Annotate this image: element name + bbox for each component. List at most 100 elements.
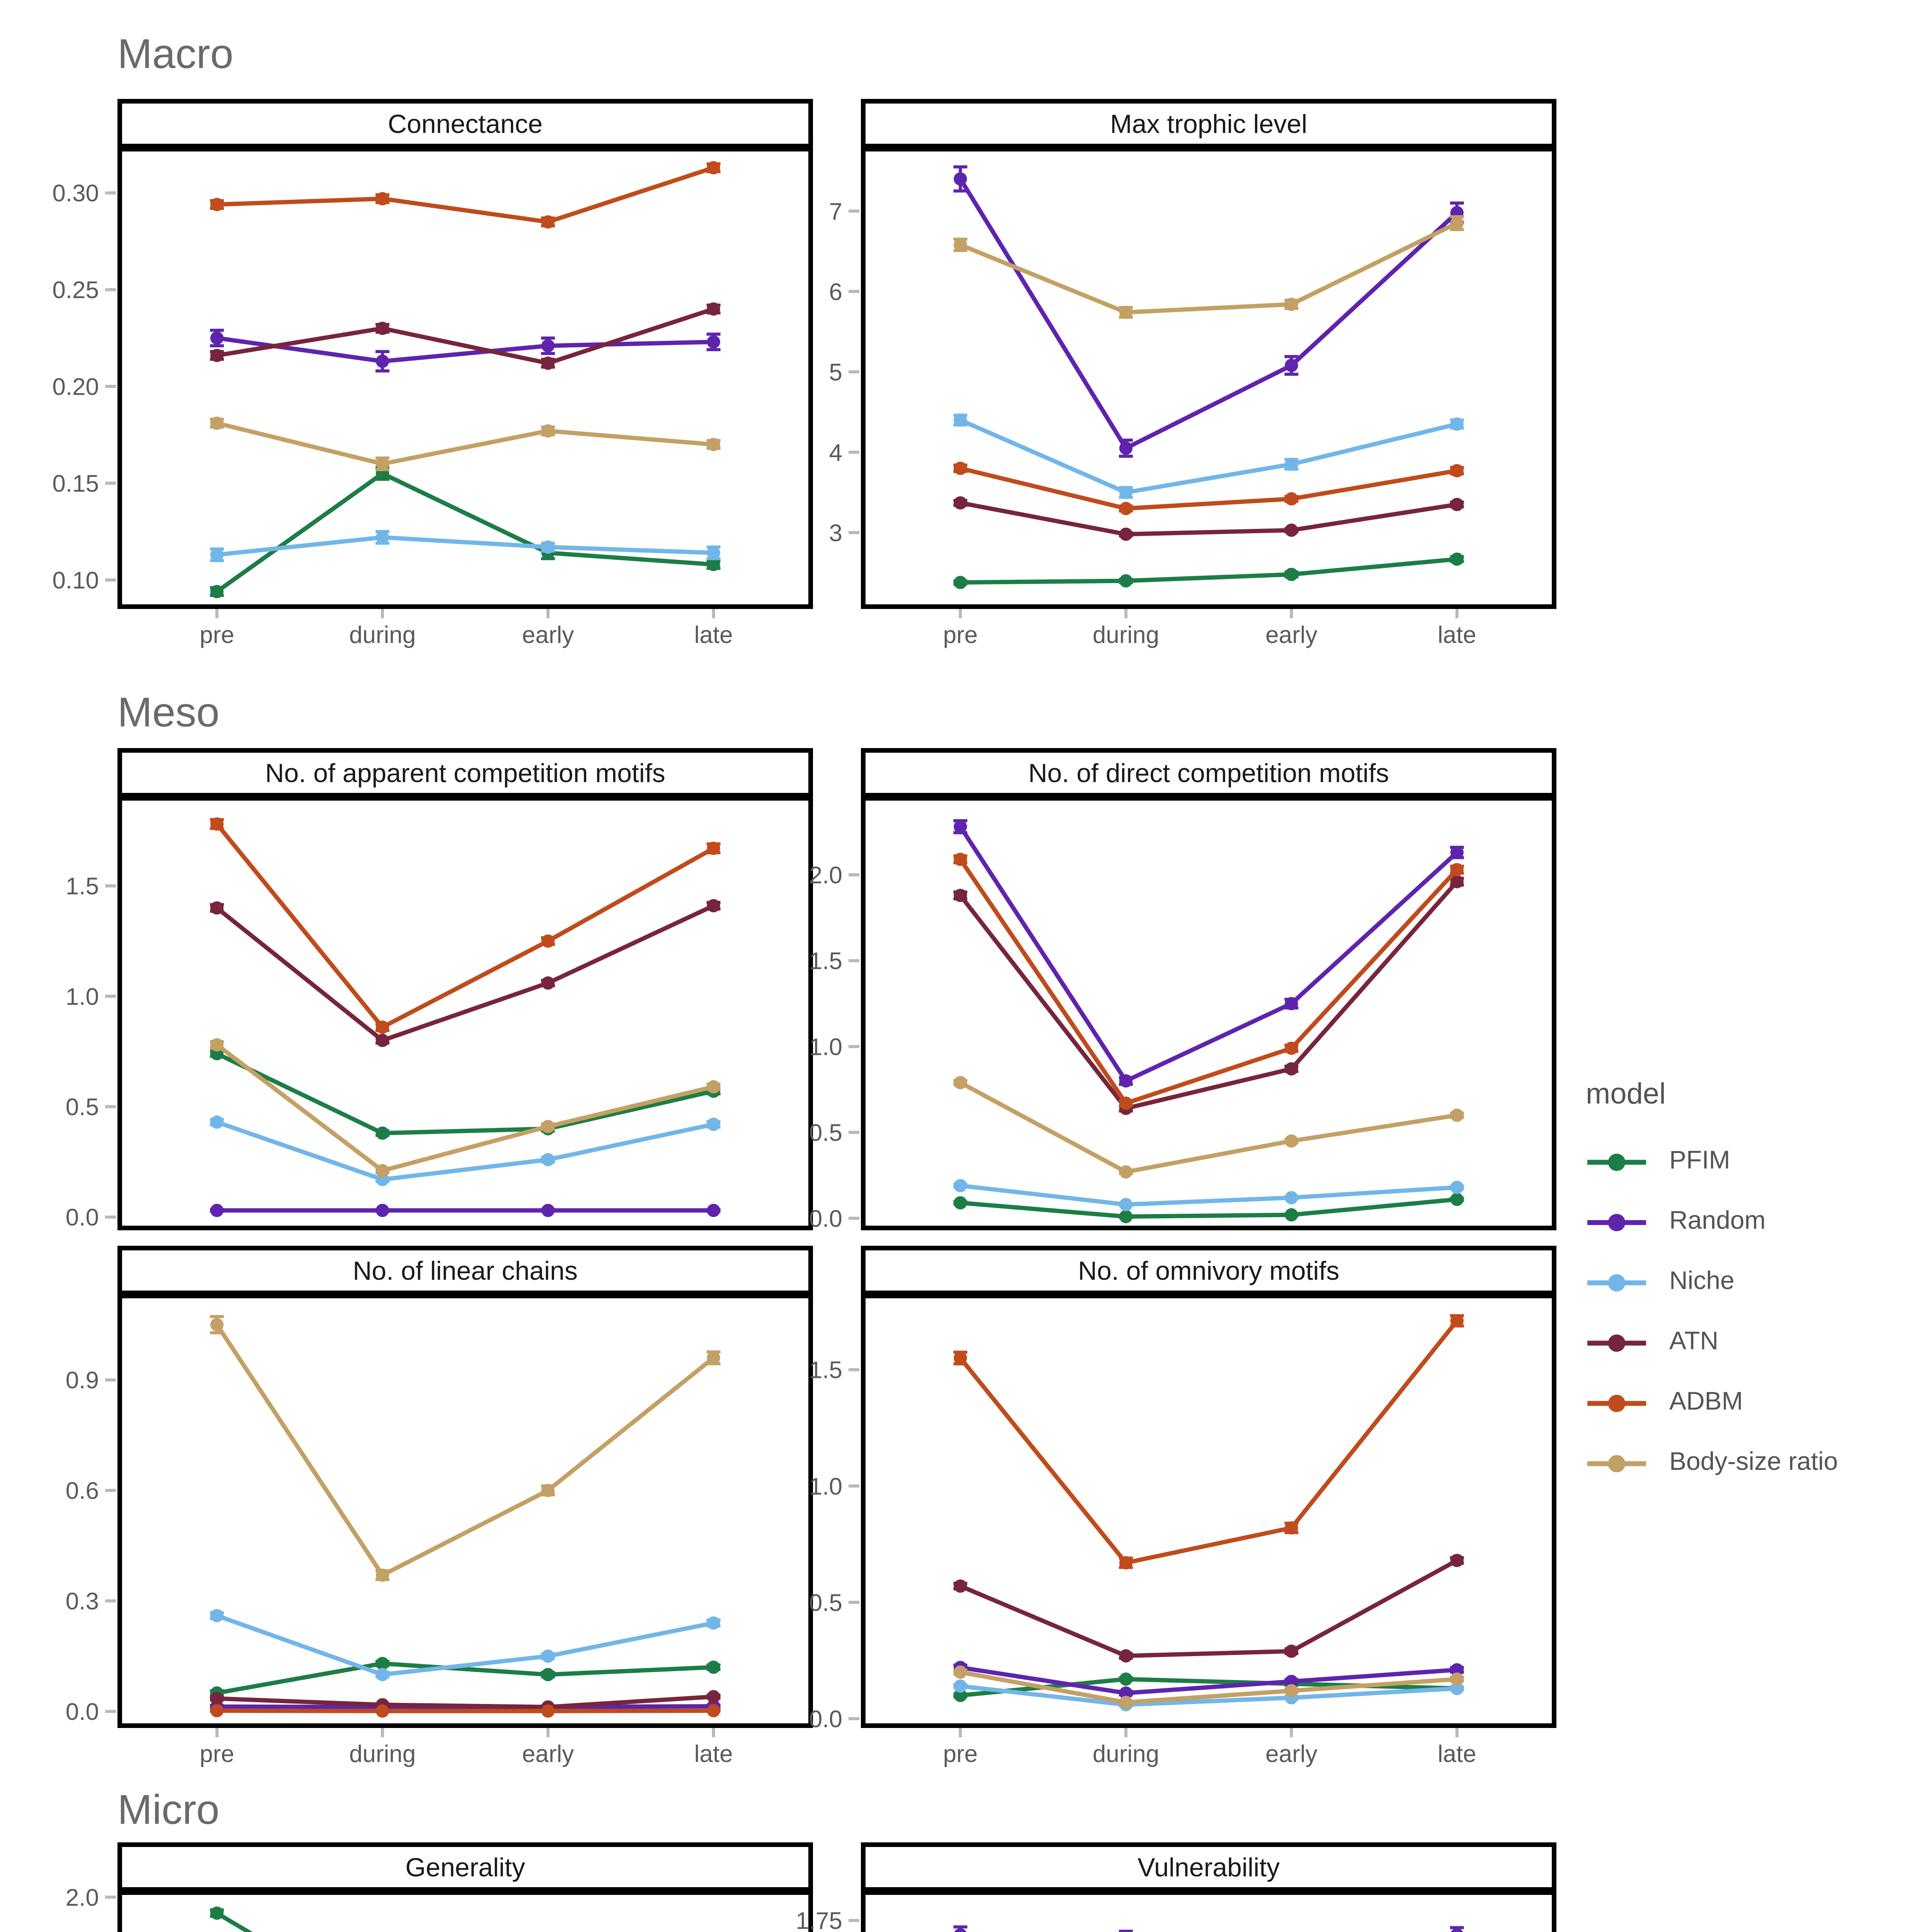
series-line-atn — [216, 307, 714, 366]
data-point — [541, 424, 555, 438]
data-point — [1285, 523, 1298, 537]
data-point — [1450, 552, 1464, 566]
data-point — [954, 889, 967, 902]
data-point — [1450, 1180, 1464, 1194]
macro-panel-row: Connectance 0.10 0.15 0.20 0.25 0.30 pre during… — [0, 99, 1932, 652]
data-point — [210, 198, 224, 211]
data-point — [954, 1196, 967, 1210]
series-line-body-size-ratio — [216, 421, 714, 466]
series-line-random — [958, 178, 1459, 451]
data-point — [1119, 502, 1133, 515]
panel-max-trophic-level: Max trophic level 3 4 5 6 7 pre during early late — [829, 99, 1556, 648]
data-point — [1285, 568, 1298, 581]
data-point — [210, 901, 224, 915]
data-point — [954, 1689, 967, 1702]
legend-item-random: Random — [1586, 1192, 1926, 1252]
data-point — [954, 1179, 967, 1192]
series-line-adbm — [215, 823, 715, 1030]
data-point — [707, 1117, 720, 1131]
y-tick-label: 0.0 — [66, 1204, 99, 1231]
data-point — [1450, 1672, 1464, 1686]
data-point — [210, 1609, 224, 1622]
legend-key-icon — [1587, 1273, 1646, 1291]
data-point — [541, 934, 555, 948]
data-point — [707, 1616, 720, 1630]
x-tick-label: early — [1265, 622, 1317, 648]
data-point — [376, 1126, 389, 1140]
series-line-pfim — [960, 557, 1458, 585]
data-point — [1450, 1663, 1464, 1677]
series-line-niche — [959, 418, 1458, 495]
panel-linear-chains: No. of linear chains 0.0 0.3 0.6 0.9 pre durin… — [66, 1246, 813, 1767]
data-point — [1450, 216, 1464, 230]
data-point — [954, 820, 967, 833]
data-point — [1450, 464, 1464, 478]
y-tick-label: 1.0 — [66, 983, 99, 1010]
y-tick-label: 1.0 — [809, 1473, 842, 1500]
micro-panel-row: Generality0.51.01.52.0preduringearlylate… — [0, 1842, 1932, 1932]
data-point — [707, 1704, 720, 1718]
series-line-adbm — [217, 165, 714, 224]
data-point — [210, 585, 224, 599]
x-tick-label: late — [694, 622, 733, 648]
data-point — [376, 1204, 389, 1217]
data-point — [707, 302, 720, 316]
data-point — [210, 1692, 224, 1705]
series-line-niche — [960, 1684, 1457, 1707]
legend-item-label: Random — [1669, 1207, 1766, 1235]
panel-title: No. of direct competition motifs — [1028, 759, 1389, 788]
data-point — [1285, 359, 1298, 372]
panel-title: No. of apparent competition motifs — [265, 759, 665, 788]
legend: model PFIM Random Niche ATN ADBM Body-size ra… — [1586, 1079, 1926, 1493]
data-point — [1119, 1672, 1133, 1686]
y-tick-label: 0.5 — [66, 1094, 99, 1121]
data-point — [210, 1204, 224, 1217]
data-point — [541, 1483, 555, 1497]
series-line-pfim — [960, 1197, 1458, 1219]
data-point — [210, 1038, 224, 1052]
data-point — [1285, 1041, 1298, 1055]
series-line-body-size-ratio — [959, 1080, 1458, 1174]
x-tick-label: early — [522, 622, 574, 648]
series-line-random — [960, 1665, 1457, 1696]
series-line-atn — [215, 903, 714, 1043]
data-point — [1450, 1682, 1464, 1695]
data-point — [1450, 1314, 1464, 1328]
series-line-pfim — [216, 1661, 714, 1695]
data-point — [1119, 1686, 1133, 1700]
series-line-random — [958, 825, 1459, 1084]
data-point — [376, 1034, 389, 1047]
data-point — [210, 817, 224, 831]
panel-title: No. of linear chains — [353, 1256, 578, 1286]
legend-item-label: PFIM — [1669, 1147, 1730, 1175]
y-tick-label: 0.9 — [66, 1367, 99, 1394]
data-point — [707, 1660, 720, 1674]
data-point — [1285, 1134, 1298, 1148]
data-point — [954, 1665, 967, 1679]
y-tick-label: 2.0 — [66, 1884, 99, 1911]
legend-key-icon — [1587, 1394, 1646, 1412]
legend-item-label: Niche — [1669, 1267, 1735, 1295]
legend-item-adbm: ADBM — [1586, 1372, 1926, 1433]
series-line-atn — [959, 1558, 1458, 1658]
panel-title: Connectance — [388, 109, 543, 139]
data-point — [954, 852, 967, 866]
panel-apparent-competition: No. of apparent competition motifs 0.0 0.5… — [66, 748, 813, 1231]
data-point — [376, 457, 389, 471]
data-point — [210, 548, 224, 561]
y-tick-label: 0.0 — [809, 1206, 842, 1232]
data-point — [1450, 417, 1464, 431]
y-tick-label: 0.10 — [52, 567, 99, 594]
data-point — [1119, 486, 1133, 499]
legend-key-icon — [1587, 1454, 1646, 1472]
data-point — [954, 1351, 967, 1365]
data-point — [1285, 1521, 1298, 1535]
data-point — [1285, 457, 1298, 471]
x-tick-label: during — [349, 1741, 416, 1767]
data-point — [541, 540, 555, 554]
x-tick-label: pre — [943, 1741, 978, 1767]
data-point — [541, 1204, 555, 1217]
y-tick-label: 0.5 — [809, 1120, 842, 1146]
